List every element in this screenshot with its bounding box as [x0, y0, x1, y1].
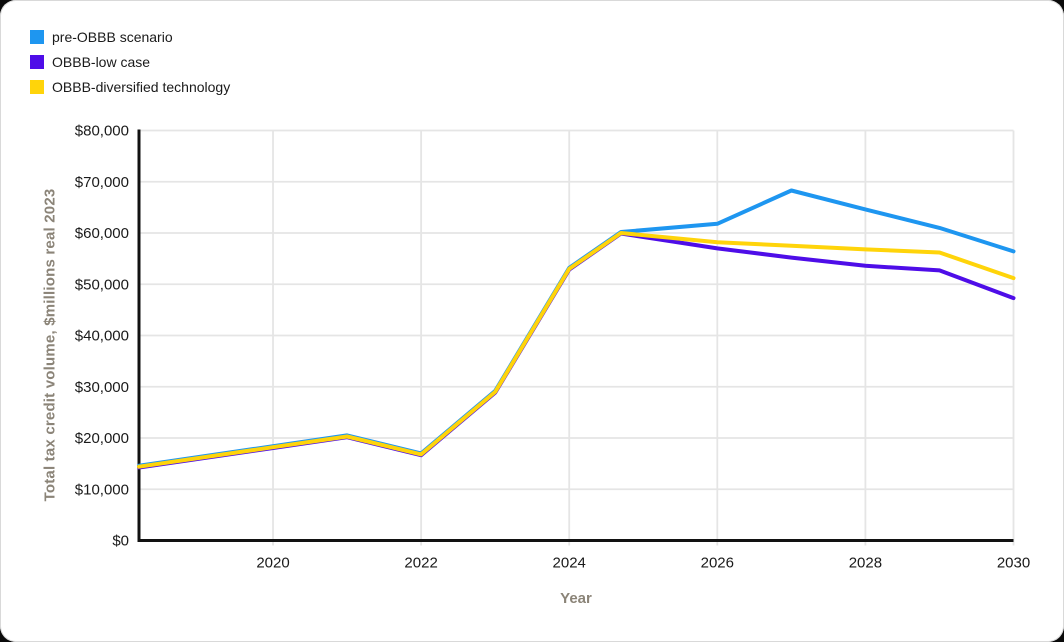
- series-line-obbb-low-case: [137, 231, 1016, 470]
- series-line-pre-obbb-scenario: [137, 188, 1016, 468]
- legend-item-pre-obbb: pre-OBBB scenario: [30, 30, 230, 44]
- y-tick-label: $80,000: [75, 123, 129, 140]
- legend-item-obbb-low: OBBB-low case: [30, 55, 230, 69]
- series-line-obbb-diversified-technology: [137, 231, 1016, 469]
- y-tick-label: $40,000: [75, 328, 129, 345]
- x-tick-label: 2028: [849, 555, 882, 572]
- x-tick-label: 2020: [256, 555, 289, 572]
- legend-item-obbb-diversified: OBBB-diversified technology: [30, 80, 230, 94]
- legend-swatch-obbb-diversified-icon: [30, 80, 44, 94]
- y-tick-label: $30,000: [75, 379, 129, 396]
- legend: pre-OBBB scenario OBBB-low case OBBB-div…: [30, 30, 230, 94]
- x-tick-label: 2024: [553, 555, 586, 572]
- y-tick-label: $70,000: [75, 174, 129, 191]
- y-tick-label: $0: [112, 533, 129, 550]
- y-axis-title: Total tax credit volume, $millions real …: [41, 188, 59, 502]
- x-tick-label: 2030: [997, 555, 1030, 572]
- x-axis-title: Year: [560, 590, 592, 607]
- legend-swatch-obbb-low-icon: [30, 55, 44, 69]
- x-tick-label: 2026: [701, 555, 734, 572]
- y-tick-label: $10,000: [75, 481, 129, 498]
- legend-label: pre-OBBB scenario: [52, 29, 173, 45]
- legend-swatch-pre-obbb-icon: [30, 30, 44, 44]
- y-tick-label: $50,000: [75, 276, 129, 293]
- y-tick-label: $20,000: [75, 430, 129, 447]
- x-tick-label: 2022: [404, 555, 437, 572]
- legend-label: OBBB-diversified technology: [52, 79, 231, 95]
- y-tick-label: $60,000: [75, 225, 129, 242]
- legend-label: OBBB-low case: [52, 54, 151, 70]
